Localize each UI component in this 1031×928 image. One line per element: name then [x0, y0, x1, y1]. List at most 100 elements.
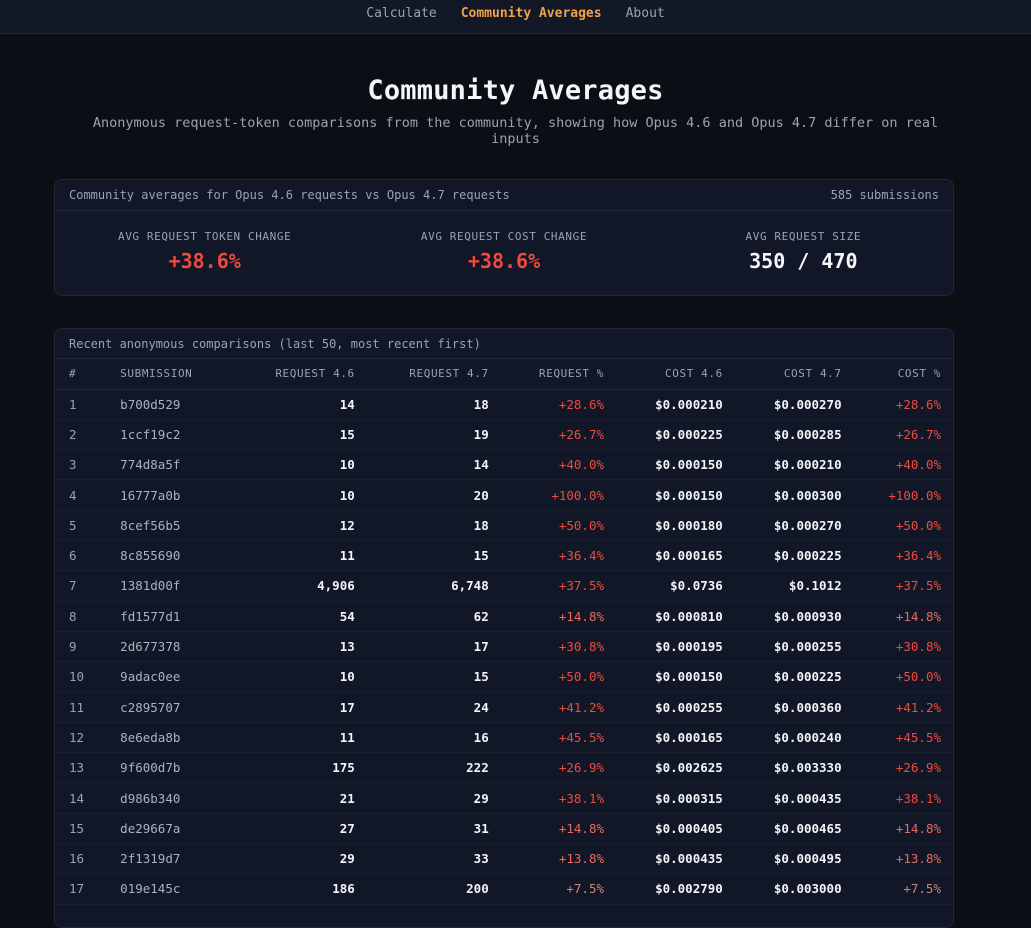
request-47: 16 [366, 722, 501, 754]
submission-id: 9adac0ee [108, 661, 233, 693]
cost-pct: +14.8% [853, 813, 953, 844]
table-row: 2 1ccf19c2 15 19 +26.7% $0.000225 $0.000285 +26… [55, 419, 953, 451]
submission-count: 585 submissions [830, 188, 939, 202]
table-row: 14 d986b340 21 29 +38.1% $0.000315 $0.000435 +3… [55, 782, 953, 814]
submission-id: 16777a0b [108, 479, 233, 511]
stat-label: AVG REQUEST SIZE [745, 230, 862, 243]
cost-pct: +40.0% [853, 449, 953, 481]
request-46: 11 [232, 540, 367, 572]
cost-47: $0.1012 [734, 570, 854, 602]
cost-46: $0.000405 [616, 813, 735, 844]
cost-pct: +26.7% [853, 419, 953, 451]
cost-47: $0.000930 [734, 601, 854, 632]
request-pct: +37.5% [500, 570, 617, 602]
request-pct: +14.8% [500, 813, 617, 844]
table-row: 17 019e145c 186 200 +7.5% $0.002790 $0.003000 +… [55, 873, 953, 905]
submission-id: 1381d00f [108, 570, 233, 602]
table-row: 12 8e6eda8b 11 16 +45.5% $0.000165 $0.000240 +4… [55, 722, 953, 754]
cost-46: $0.000150 [616, 479, 735, 511]
request-46: 54 [232, 601, 367, 632]
request-pct: +7.5% [500, 873, 617, 905]
column-header-index: # [55, 359, 109, 390]
row-index: 17 [55, 873, 109, 905]
cost-47: $0.000285 [734, 419, 854, 451]
cost-pct: +37.5% [853, 570, 953, 602]
request-pct: +100.0% [500, 479, 617, 511]
submission-id: b700d529 [108, 389, 233, 420]
table-row: 13 9f600d7b 175 222 +26.9% $0.002625 $0.003330… [55, 752, 953, 784]
row-index: 2 [55, 419, 109, 451]
request-pct: +28.6% [500, 389, 617, 420]
page-subtitle: Anonymous request-token comparisons from… [92, 115, 939, 147]
submission-id: 019e145c [108, 873, 233, 905]
request-pct: +30.8% [500, 631, 617, 663]
request-pct: +38.1% [500, 782, 617, 814]
table-row: 8 fd1577d1 54 62 +14.8% $0.000810 $0.000930 +14… [55, 601, 953, 632]
cost-46: $0.002625 [616, 752, 735, 784]
nav-link-calculate[interactable]: Calculate [366, 6, 437, 21]
cost-47: $0.003330 [734, 752, 854, 784]
submission-id: d986b340 [108, 782, 233, 814]
table-row: 5 8cef56b5 12 18 +50.0% $0.000180 $0.000270 +50… [55, 510, 953, 541]
cost-46: $0.0736 [616, 570, 735, 602]
stat-token-change: AVG REQUEST TOKEN CHANGE +38.6% [55, 211, 354, 296]
cost-47: $0.000270 [734, 389, 854, 420]
request-47: 18 [366, 389, 501, 420]
cost-pct: +41.2% [853, 691, 953, 723]
cost-47: $0.000240 [734, 722, 854, 754]
summary-caption: Community averages for Opus 4.6 requests… [69, 188, 510, 202]
cost-pct: +36.4% [853, 540, 953, 572]
column-header-request-pct: REQUEST % [500, 359, 617, 390]
column-header-cost-pct: COST % [853, 359, 953, 390]
request-pct: +26.9% [500, 752, 617, 784]
table-row: 10 9adac0ee 10 15 +50.0% $0.000150 $0.000225 +5… [55, 661, 953, 693]
request-47: 24 [366, 691, 501, 723]
request-46: 15 [232, 419, 367, 451]
top-nav: Calculate Community Averages About [0, 0, 1031, 34]
row-index: 9 [55, 631, 109, 663]
request-46: 29 [232, 843, 367, 875]
submission-id: 1ccf19c2 [108, 419, 233, 451]
submission-id: c2895707 [108, 691, 233, 723]
request-47: 62 [366, 601, 501, 632]
submission-id: de29667a [108, 813, 233, 844]
cost-46: $0.000225 [616, 419, 735, 451]
nav-link-about[interactable]: About [625, 6, 665, 21]
cost-47: $0.000270 [734, 510, 854, 541]
request-47: 17 [366, 631, 501, 663]
request-47: 31 [366, 813, 501, 844]
request-47: 20 [366, 479, 501, 511]
request-46: 21 [232, 782, 367, 814]
nav-link-community-averages[interactable]: Community Averages [460, 6, 602, 21]
table-header-row: # SUBMISSION REQUEST 4.6 REQUEST 4.7 REQ… [55, 359, 953, 390]
request-pct: +26.7% [500, 419, 617, 451]
cost-47: $0.000360 [734, 691, 854, 723]
cost-46: $0.000210 [616, 389, 735, 420]
request-pct: +50.0% [500, 510, 617, 541]
column-header-cost-47: COST 4.7 [734, 359, 854, 390]
cost-47: $0.000210 [734, 449, 854, 481]
cost-46: $0.000435 [616, 843, 735, 875]
table-row: 4 16777a0b 10 20 +100.0% $0.000150 $0.000300 +1… [55, 479, 953, 511]
column-header-cost-46: COST 4.6 [616, 359, 735, 390]
cost-pct: +7.5% [853, 873, 953, 905]
request-47: 29 [366, 782, 501, 814]
cost-46: $0.000810 [616, 601, 735, 632]
submission-id: 774d8a5f [108, 449, 233, 481]
stat-cost-change: AVG REQUEST COST CHANGE +38.6% [354, 211, 653, 296]
request-46: 12 [232, 510, 367, 541]
submission-id: 8c855690 [108, 540, 233, 572]
request-47: 18 [366, 510, 501, 541]
request-46: 10 [232, 449, 367, 481]
request-pct: +36.4% [500, 540, 617, 572]
cost-46: $0.000180 [616, 510, 735, 541]
request-46: 175 [232, 752, 367, 784]
request-47: 15 [366, 661, 501, 693]
table-row: 1 b700d529 14 18 +28.6% $0.000210 $0.000270 +28… [55, 389, 953, 420]
cost-pct: +13.8% [853, 843, 953, 875]
cost-46: $0.000165 [616, 540, 735, 572]
cost-47: $0.000255 [734, 631, 854, 663]
row-index: 11 [55, 691, 109, 723]
submission-id: 2d677378 [108, 631, 233, 663]
cost-47: $0.000225 [734, 540, 854, 572]
